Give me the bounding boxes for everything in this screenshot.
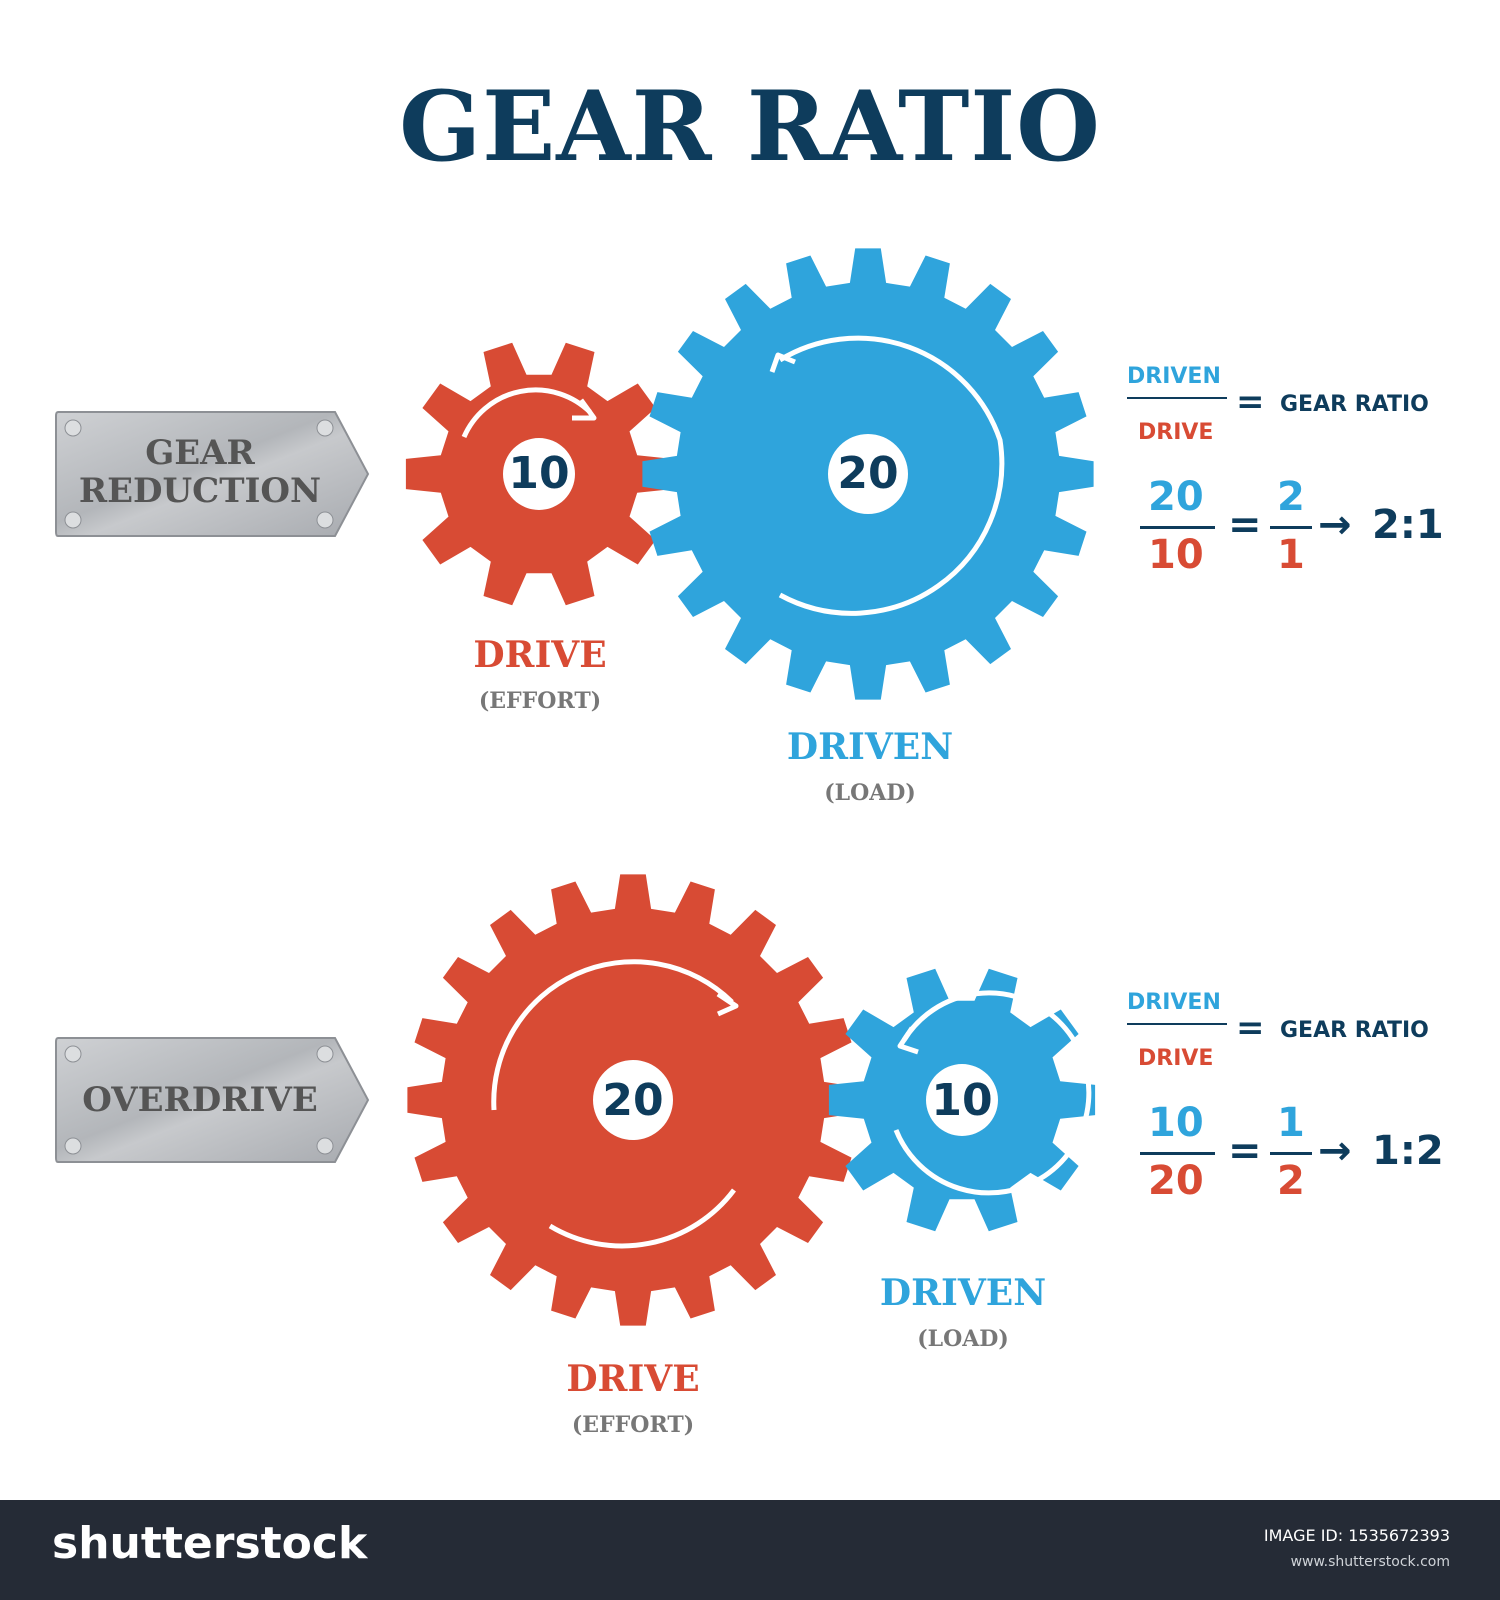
- drive-sub-label: (EFFORT): [478, 688, 602, 714]
- drive-gear-10-teeth: [405, 342, 673, 606]
- image-id: IMAGE ID: 1535672393: [1263, 1526, 1450, 1545]
- driven-teeth-count: 10: [931, 1075, 993, 1126]
- ratio-numerator: 2: [1277, 474, 1305, 520]
- formula-result-word: GEAR RATIO: [1280, 1018, 1429, 1043]
- ratio-equals: =: [1228, 1128, 1262, 1174]
- driven-sub-label: (LOAD): [824, 780, 916, 806]
- page-title: GEAR RATIO: [399, 70, 1101, 183]
- driven-teeth-count: 20: [837, 448, 899, 499]
- footer-bar: shutterstock IMAGE ID: 1535672393 www.sh…: [0, 1500, 1500, 1600]
- plate-label-overdrive: OVERDRIVE: [82, 1080, 318, 1120]
- ratio-result: 1:2: [1372, 1128, 1444, 1174]
- formula-equals: =: [1236, 382, 1265, 422]
- brand-logo: shutterstock: [52, 1518, 368, 1569]
- screw-icon: [64, 419, 334, 529]
- ratio-denominator: 2: [1277, 1158, 1305, 1204]
- fraction-line: [1140, 526, 1215, 529]
- plate-overdrive: [55, 1037, 370, 1163]
- drive-sub-label: (EFFORT): [571, 1412, 695, 1438]
- driven-gear-10-teeth: [828, 968, 1096, 1232]
- fraction-line: [1127, 397, 1227, 399]
- fraction-line: [1270, 1152, 1312, 1155]
- driven-label: DRIVEN: [879, 1272, 1047, 1314]
- drive-label: DRIVE: [473, 634, 607, 676]
- screw-icon: [64, 1045, 334, 1155]
- driven-gear-20-teeth: [642, 248, 1094, 700]
- fraction-line: [1270, 526, 1312, 529]
- ratio-denominator: 1: [1277, 532, 1305, 578]
- driven-sub-label: (LOAD): [917, 1326, 1009, 1352]
- ratio-numerator: 20: [1148, 474, 1204, 520]
- ratio-denominator: 20: [1148, 1158, 1204, 1204]
- formula-result-word: GEAR RATIO: [1280, 392, 1429, 417]
- ratio-equals: =: [1228, 502, 1262, 548]
- site-url[interactable]: www.shutterstock.com: [1290, 1554, 1450, 1570]
- fraction-line: [1140, 1152, 1215, 1155]
- drive-gear-20-teeth: [407, 874, 859, 1326]
- formula-numerator-word: DRIVEN: [1127, 990, 1221, 1015]
- drive-label: DRIVE: [566, 1358, 700, 1400]
- fraction-line: [1127, 1023, 1227, 1025]
- rotation-arrow-icon: [461, 387, 597, 438]
- arrow-right-icon: →: [1318, 502, 1352, 548]
- formula-equals: =: [1236, 1008, 1265, 1048]
- rotation-arrow-icon: [893, 990, 1092, 1196]
- driven-label: DRIVEN: [786, 726, 954, 768]
- ratio-numerator: 10: [1148, 1100, 1204, 1146]
- plate-gear-reduction: [55, 411, 370, 537]
- plate-label-gear-reduction: GEAR REDUCTION: [78, 433, 322, 511]
- ratio-numerator: 1: [1277, 1100, 1305, 1146]
- formula-denominator-word: DRIVE: [1138, 1046, 1214, 1071]
- ratio-denominator: 10: [1148, 532, 1204, 578]
- formula-numerator-word: DRIVEN: [1127, 364, 1221, 389]
- rotation-arrow-icon: [769, 335, 1005, 616]
- drive-teeth-count: 20: [602, 1075, 664, 1126]
- formula-denominator-word: DRIVE: [1138, 420, 1214, 445]
- ratio-result: 2:1: [1372, 502, 1444, 548]
- rotation-arrow-icon: [491, 959, 739, 1249]
- drive-teeth-count: 10: [508, 448, 570, 499]
- arrow-right-icon: →: [1318, 1128, 1352, 1174]
